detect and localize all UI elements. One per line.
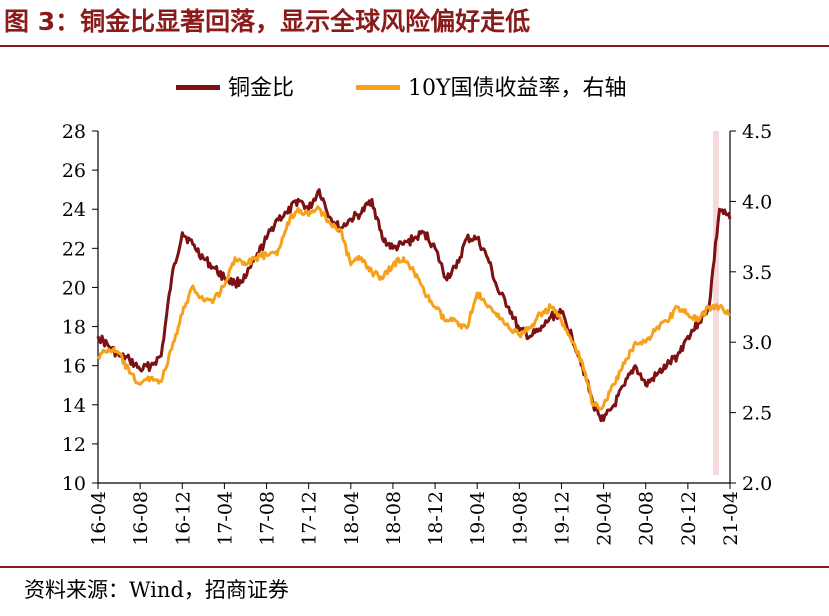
x-tick-label: 18-04: [341, 491, 363, 546]
tick-labels: 10 12 14 16 18 20 22 24 26 28 2.0 2.5 3.0 3.5 4.0 4.5 16…: [62, 121, 772, 546]
x-tick-label: 16-12: [172, 491, 194, 546]
series-layer: [96, 188, 732, 423]
x-tick-label: 17-08: [257, 491, 279, 546]
y-right-tick-label: 4.0: [742, 191, 772, 213]
line-chart: 10 12 14 16 18 20 22 24 26 28 2.0 2.5 3.0 3.5 4.0 4.5 16…: [62, 121, 772, 546]
source-note: 资料来源：Wind，招商证券: [24, 578, 289, 602]
legend-swatch-10y-yield: [356, 84, 400, 90]
y-left-tick-label: 28: [62, 121, 86, 143]
x-tick-label: 21-04: [720, 491, 742, 546]
x-tick-label: 19-04: [467, 491, 489, 546]
y-left-tick-label: 22: [62, 238, 86, 260]
x-tick-label: 16-08: [130, 491, 152, 546]
series-line-copper-gold: [96, 188, 732, 423]
y-left-tick-label: 26: [62, 160, 86, 182]
legend-swatch-copper-gold: [176, 84, 220, 90]
legend-item-10y-yield: 10Y国债收益率，右轴: [356, 74, 627, 104]
x-tick-label: 20-04: [594, 491, 616, 546]
y-left-tick-label: 18: [62, 317, 86, 339]
x-tick-label: 17-12: [299, 491, 321, 546]
series-line-10y-yield: [96, 205, 731, 411]
chart-title: 图 3：铜金比显著回落，显示全球风险偏好走低: [4, 7, 531, 36]
x-tick-label: 20-08: [636, 491, 658, 546]
highlight-band: [712, 131, 719, 475]
axes: [92, 130, 736, 489]
y-left-tick-label: 24: [62, 199, 86, 221]
y-right-tick-label: 3.0: [742, 332, 772, 354]
x-tick-label: 18-12: [425, 491, 447, 546]
y-left-tick-label: 16: [62, 356, 86, 378]
legend: 铜金比 10Y国债收益率，右轴: [0, 74, 829, 104]
y-right-tick-label: 4.5: [742, 121, 772, 143]
legend-item-copper-gold: 铜金比: [176, 74, 294, 104]
x-tick-label: 19-08: [509, 491, 531, 546]
y-right-tick-label: 3.5: [742, 262, 772, 284]
y-right-tick-label: 2.0: [742, 473, 772, 495]
source-divider: [0, 566, 829, 568]
highlight-band-layer: [712, 131, 719, 475]
y-left-tick-label: 20: [62, 277, 86, 299]
x-tick-label: 16-04: [88, 491, 110, 546]
y-left-tick-label: 12: [62, 434, 86, 456]
x-tick-label: 19-12: [551, 491, 573, 546]
x-tick-label: 20-12: [678, 491, 700, 546]
legend-label-10y-yield: 10Y国债收益率，右轴: [408, 76, 627, 101]
y-left-tick-label: 10: [62, 473, 86, 495]
x-tick-label: 17-04: [214, 491, 236, 546]
legend-label-copper-gold: 铜金比: [228, 76, 295, 101]
title-divider: [0, 45, 829, 47]
y-right-tick-label: 2.5: [742, 403, 772, 425]
x-tick-label: 18-08: [383, 491, 405, 546]
y-left-tick-label: 14: [62, 395, 86, 417]
